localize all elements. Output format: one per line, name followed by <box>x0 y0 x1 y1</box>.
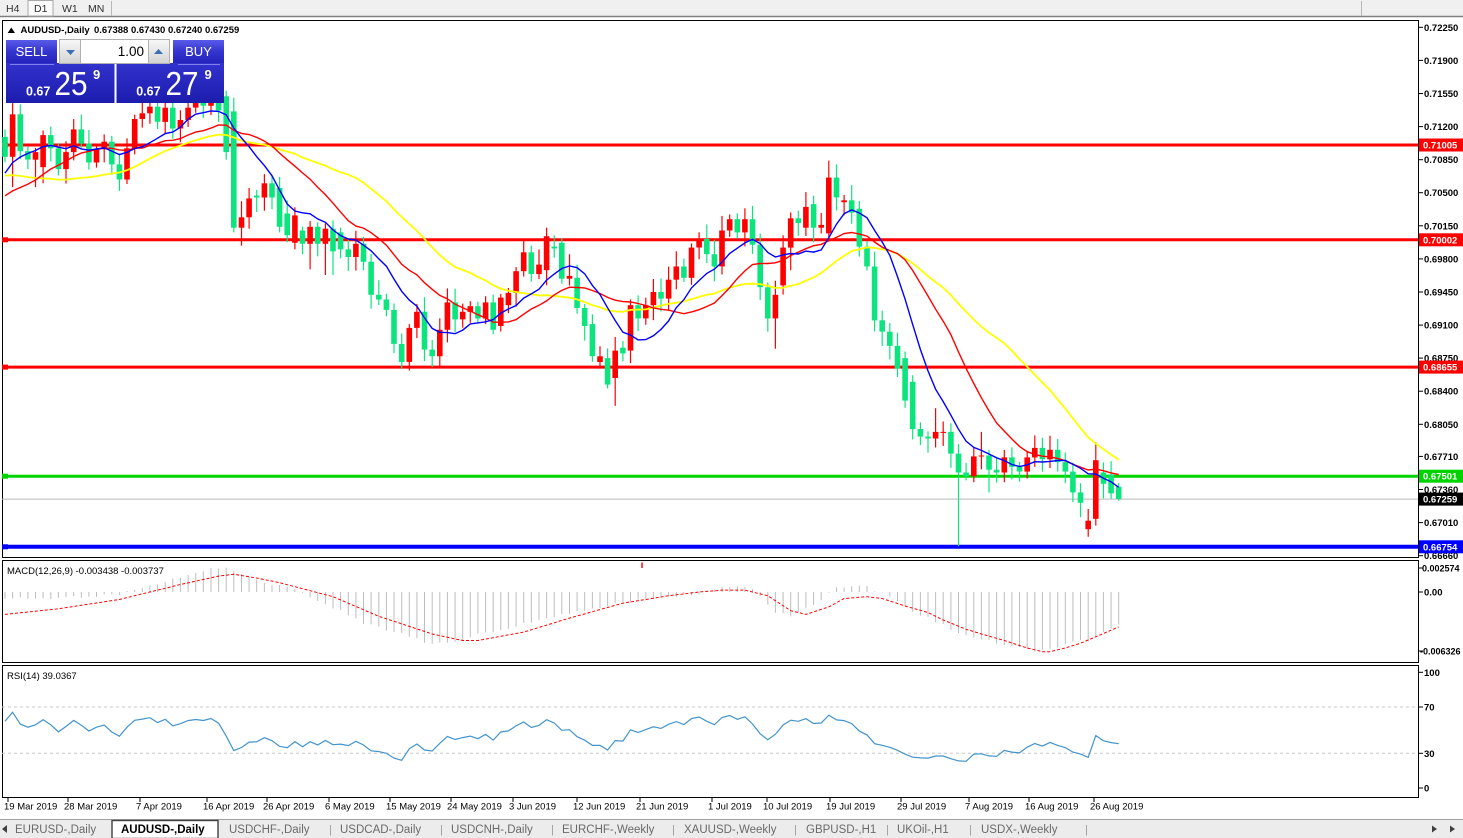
svg-text:D1: D1 <box>34 3 48 15</box>
svg-text:0: 0 <box>1424 784 1429 795</box>
svg-text:7 Aug 2019: 7 Aug 2019 <box>965 802 1013 813</box>
svg-text:16 Apr 2019: 16 Apr 2019 <box>203 802 254 813</box>
svg-text:|: | <box>1085 824 1088 836</box>
svg-text:0.69800: 0.69800 <box>1424 254 1458 265</box>
svg-text:9: 9 <box>205 67 212 82</box>
svg-text:0.66754: 0.66754 <box>1423 542 1458 553</box>
svg-text:|: | <box>886 824 889 836</box>
svg-text:21 Jun 2019: 21 Jun 2019 <box>636 802 688 813</box>
svg-text:USDCHF-,Daily: USDCHF-,Daily <box>229 824 310 836</box>
svg-text:6 May 2019: 6 May 2019 <box>325 802 375 813</box>
svg-text:0.70850: 0.70850 <box>1424 155 1458 166</box>
svg-text:0.68750: 0.68750 <box>1424 354 1458 365</box>
svg-text:25: 25 <box>55 65 88 102</box>
svg-text:70: 70 <box>1424 703 1435 714</box>
svg-text:7 Apr 2019: 7 Apr 2019 <box>136 802 182 813</box>
svg-text:|: | <box>969 824 972 836</box>
svg-text:0.68400: 0.68400 <box>1424 387 1458 398</box>
svg-text:0.71200: 0.71200 <box>1424 122 1458 133</box>
svg-text:EURUSD-,Daily: EURUSD-,Daily <box>15 824 96 836</box>
svg-text:0.67259: 0.67259 <box>1423 495 1457 506</box>
svg-text:UKOil-,H1: UKOil-,H1 <box>897 824 949 836</box>
svg-text:19 Mar 2019: 19 Mar 2019 <box>4 802 57 813</box>
svg-text:-0.006326: -0.006326 <box>1420 647 1461 657</box>
svg-text:0.72250: 0.72250 <box>1424 23 1458 34</box>
svg-text:MN: MN <box>88 3 104 15</box>
svg-text:26 Aug 2019: 26 Aug 2019 <box>1090 802 1143 813</box>
svg-text:0.69450: 0.69450 <box>1424 288 1458 299</box>
svg-text:USDCAD-,Daily: USDCAD-,Daily <box>340 824 421 836</box>
svg-text:19 Jul 2019: 19 Jul 2019 <box>826 802 875 813</box>
svg-text:9: 9 <box>93 67 100 82</box>
svg-text:EURCHF-,Weekly: EURCHF-,Weekly <box>562 824 655 836</box>
svg-text:USDCNH-,Daily: USDCNH-,Daily <box>451 824 533 836</box>
svg-text:W1: W1 <box>62 3 78 15</box>
svg-text:0.66660: 0.66660 <box>1424 551 1458 562</box>
svg-text:XAUUSD-,Weekly: XAUUSD-,Weekly <box>684 824 777 836</box>
svg-text:0.68050: 0.68050 <box>1424 420 1458 431</box>
svg-text:16 Aug 2019: 16 Aug 2019 <box>1025 802 1078 813</box>
svg-text:0.67360: 0.67360 <box>1424 485 1458 496</box>
svg-text:USDX-,Weekly: USDX-,Weekly <box>981 824 1058 836</box>
svg-text:|: | <box>794 824 797 836</box>
svg-text:0.67010: 0.67010 <box>1424 518 1458 529</box>
svg-text:29 Jul 2019: 29 Jul 2019 <box>897 802 946 813</box>
svg-text:|: | <box>440 824 443 836</box>
svg-text:MACD(12,26,9) -0.003438 -0.003: MACD(12,26,9) -0.003438 -0.003737 <box>7 566 164 577</box>
svg-text:0.70150: 0.70150 <box>1424 221 1458 232</box>
svg-text:0.71005: 0.71005 <box>1423 141 1458 152</box>
svg-text:0.69100: 0.69100 <box>1424 321 1458 332</box>
svg-text:0.71550: 0.71550 <box>1424 89 1458 100</box>
svg-text:28 Mar 2019: 28 Mar 2019 <box>64 802 117 813</box>
svg-text:24 May 2019: 24 May 2019 <box>447 802 502 813</box>
svg-text:27: 27 <box>166 65 199 102</box>
svg-text:0.67: 0.67 <box>136 85 160 99</box>
svg-text:GBPUSD-,H1: GBPUSD-,H1 <box>806 824 876 836</box>
svg-text:AUDUSD-,Daily: AUDUSD-,Daily <box>21 25 91 36</box>
svg-text:|: | <box>672 824 675 836</box>
svg-text:15 May 2019: 15 May 2019 <box>386 802 441 813</box>
svg-text:SELL: SELL <box>16 44 48 59</box>
svg-text:0.67501: 0.67501 <box>1423 472 1458 483</box>
svg-text:0.68655: 0.68655 <box>1423 363 1458 374</box>
svg-text:30: 30 <box>1424 749 1435 760</box>
svg-text:0.70500: 0.70500 <box>1424 188 1458 199</box>
svg-text:0.71900: 0.71900 <box>1424 56 1458 67</box>
svg-text:0.70002: 0.70002 <box>1423 235 1457 246</box>
svg-text:|: | <box>551 824 554 836</box>
svg-text:26 Apr 2019: 26 Apr 2019 <box>263 802 314 813</box>
svg-text:BUY: BUY <box>185 44 212 59</box>
svg-text:RSI(14) 39.0367: RSI(14) 39.0367 <box>7 671 77 682</box>
svg-text:12 Jun 2019: 12 Jun 2019 <box>573 802 625 813</box>
svg-text:1.00: 1.00 <box>118 44 144 59</box>
svg-text:100: 100 <box>1424 668 1440 679</box>
svg-text:0.67388 0.67430 0.67240 0.6725: 0.67388 0.67430 0.67240 0.67259 <box>94 25 239 36</box>
svg-text:0.002574: 0.002574 <box>1422 564 1460 574</box>
svg-text:1 Jul 2019: 1 Jul 2019 <box>708 802 752 813</box>
svg-text:|: | <box>329 824 332 836</box>
svg-text:10 Jul 2019: 10 Jul 2019 <box>763 802 812 813</box>
svg-text:0.00: 0.00 <box>1424 588 1443 599</box>
svg-text:H4: H4 <box>6 3 20 15</box>
svg-text:0.67710: 0.67710 <box>1424 452 1458 463</box>
svg-text:0.67: 0.67 <box>26 85 50 99</box>
svg-text:3 Jun 2019: 3 Jun 2019 <box>509 802 556 813</box>
svg-text:AUDUSD-,Daily: AUDUSD-,Daily <box>121 824 205 836</box>
